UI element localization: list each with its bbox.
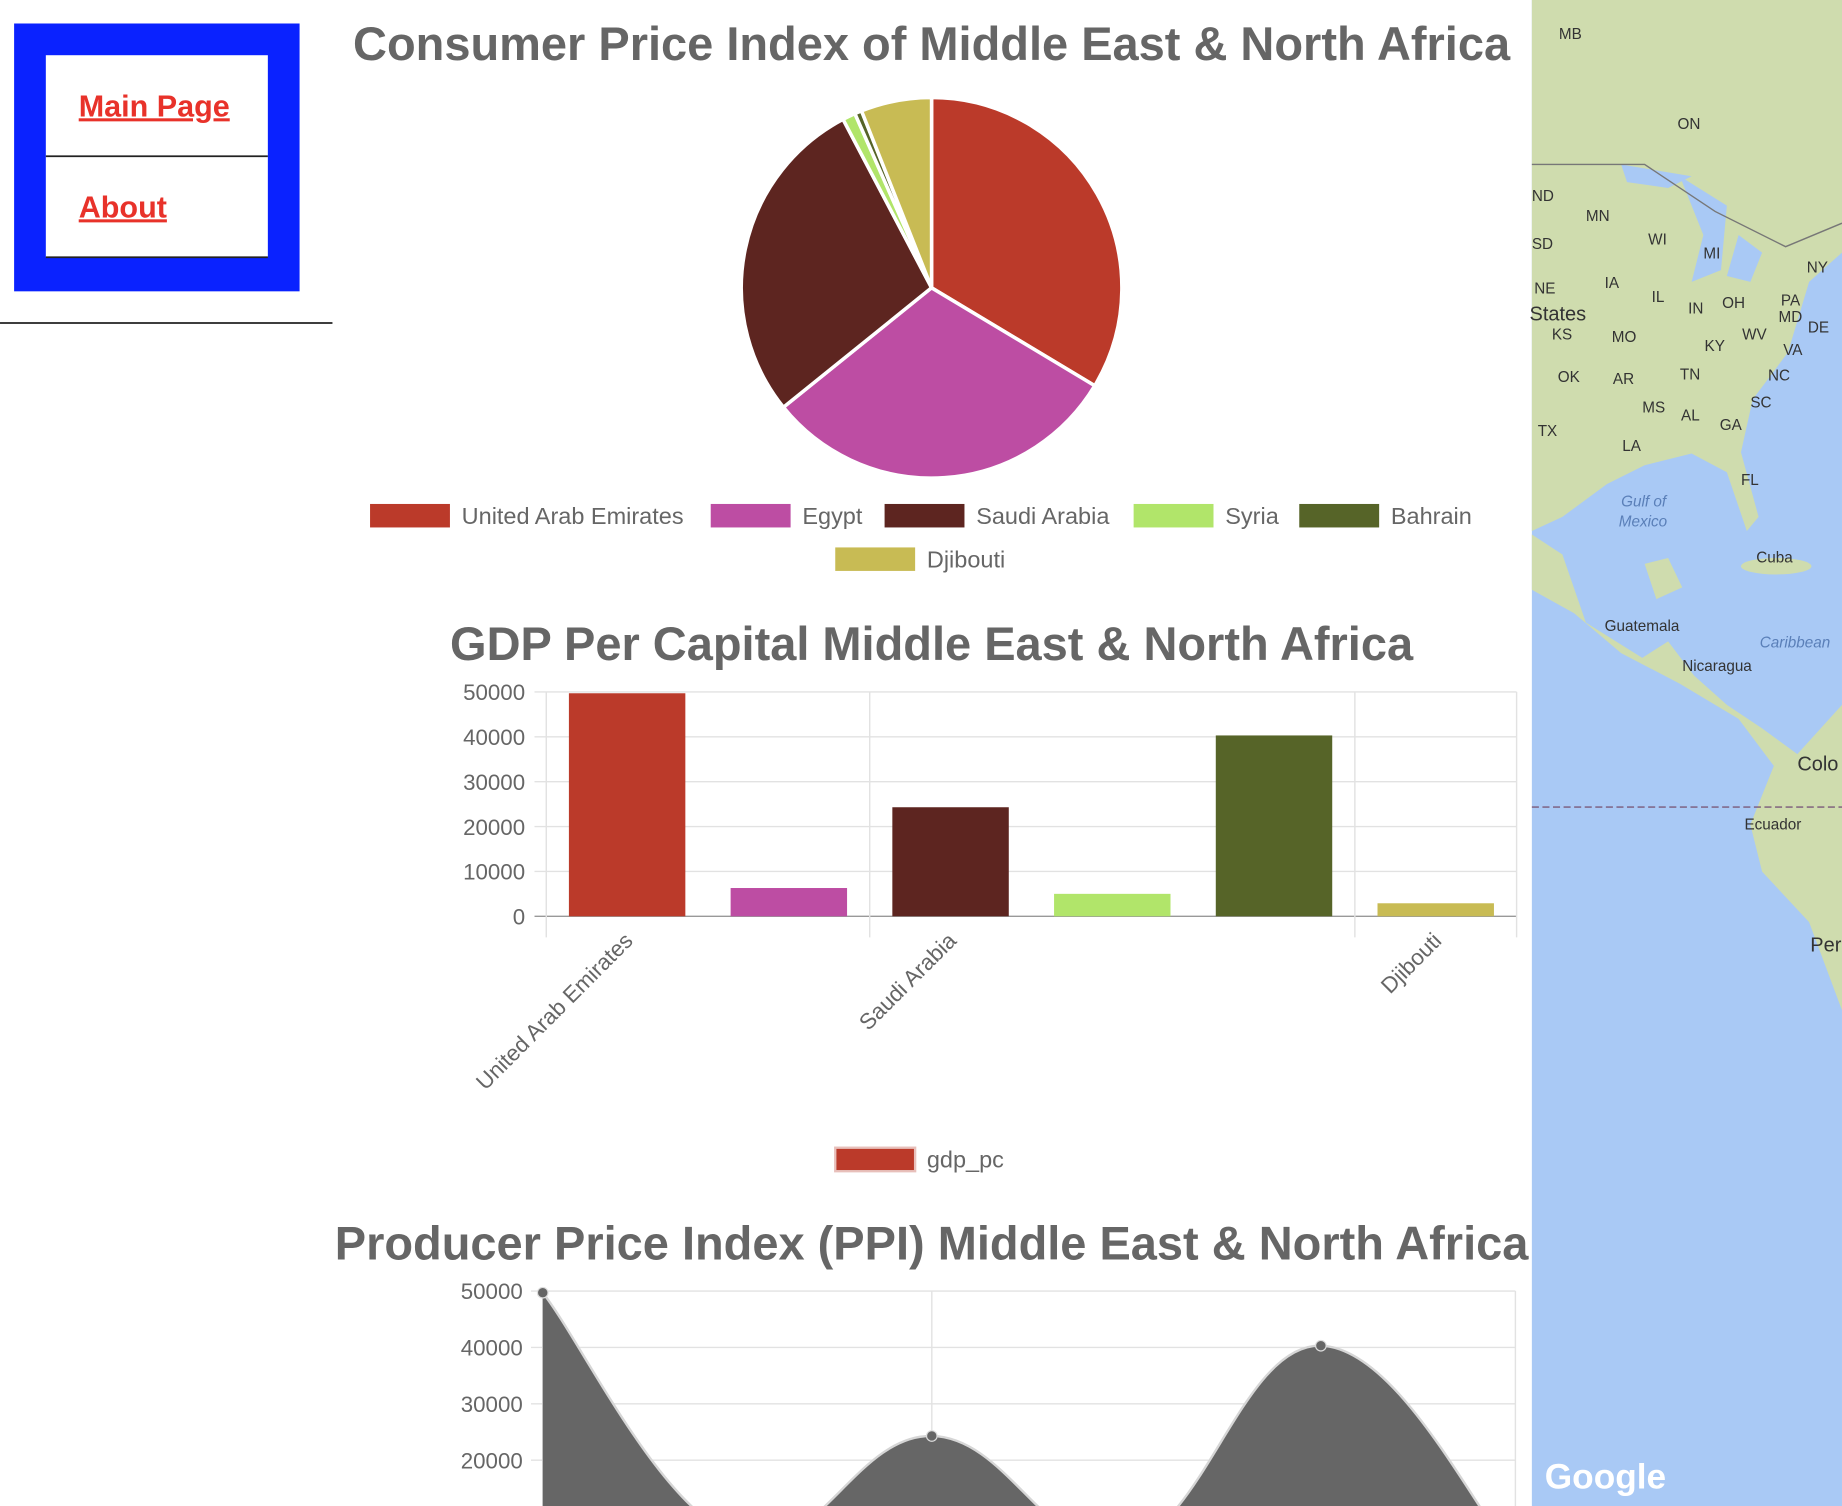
map-land	[1644, 557, 1683, 600]
y-tick-label: 40000	[463, 725, 525, 750]
point	[925, 1430, 938, 1442]
map-label: Colo	[1797, 754, 1838, 776]
map-label: MD	[1779, 309, 1803, 326]
map-label: MI	[1703, 245, 1720, 262]
map-label: MS	[1642, 399, 1665, 416]
y-tick-label: 20000	[461, 1448, 523, 1473]
y-tick-label: 40000	[461, 1336, 523, 1361]
y-tick-label: 50000	[463, 680, 525, 705]
map-label: States	[1530, 304, 1587, 326]
map-label: AL	[1681, 408, 1700, 425]
map-label: PA	[1781, 292, 1801, 309]
map-label: KS	[1552, 326, 1572, 343]
map-label: AR	[1613, 371, 1634, 388]
x-tick-label: Djibouti	[1376, 928, 1446, 998]
legend-swatch	[370, 503, 450, 528]
map-label: OH	[1722, 295, 1745, 312]
map-label: Guatemala	[1605, 618, 1680, 635]
map-label: FL	[1741, 472, 1759, 489]
map-label: IN	[1688, 301, 1703, 318]
chart-title: Producer Price Index (PPI) Middle East &…	[335, 1216, 1529, 1269]
map-label: TX	[1538, 423, 1558, 440]
map-label: Ecuador	[1744, 816, 1801, 833]
legend-swatch	[710, 503, 791, 528]
chart-title: Consumer Price Index of Middle East & No…	[353, 17, 1511, 70]
map-label: SC	[1750, 395, 1771, 412]
legend-swatch	[1299, 503, 1380, 528]
map-label: DE	[1808, 319, 1829, 336]
point	[1315, 1339, 1327, 1352]
bar	[568, 693, 686, 917]
y-tick-label: 20000	[463, 815, 525, 840]
pie-slice	[859, 95, 934, 289]
map-label: MN	[1586, 208, 1610, 225]
map-label: MB	[1559, 26, 1582, 43]
legend-label: gdp_pc	[927, 1147, 1004, 1173]
legend-label: Djibouti	[927, 546, 1005, 572]
legend-swatch	[835, 547, 916, 571]
map-label: LA	[1622, 438, 1641, 455]
map-label: MO	[1612, 329, 1637, 346]
y-tick-label: 30000	[461, 1392, 523, 1417]
legend-label: Saudi Arabia	[976, 503, 1110, 529]
bar	[730, 888, 848, 917]
x-tick-label: United Arab Emirates	[471, 928, 638, 1095]
map-label: GA	[1720, 417, 1743, 434]
map-label: Per	[1810, 935, 1841, 957]
nav-link[interactable]: Main Page	[79, 89, 230, 123]
map-label: Gulf of	[1621, 493, 1668, 510]
map-lake	[1621, 164, 1763, 282]
legend-swatch	[834, 1146, 917, 1173]
pie-slice	[929, 95, 1124, 389]
map-label: WV	[1742, 326, 1767, 343]
legend-swatch	[884, 503, 965, 528]
bar	[892, 807, 1009, 917]
map-land	[1531, 534, 1842, 1011]
bar	[1377, 903, 1494, 917]
map-label: SD	[1532, 236, 1553, 253]
point	[536, 1286, 549, 1299]
map-label: KY	[1705, 338, 1725, 355]
pie-slice	[780, 285, 1098, 480]
map-label: Mexico	[1619, 513, 1667, 530]
map-label: WI	[1648, 231, 1667, 248]
pie-slice	[739, 116, 934, 410]
chart-title: GDP Per Capital Middle East & North Afri…	[450, 617, 1414, 670]
area	[542, 1292, 1480, 1506]
y-tick-label: 30000	[463, 770, 525, 795]
map-label: NC	[1768, 368, 1790, 385]
map-label: IL	[1652, 289, 1665, 306]
map-island	[1740, 557, 1812, 575]
legend-label: Egypt	[802, 503, 863, 529]
line	[541, 1291, 1481, 1506]
map-border	[1531, 163, 1842, 248]
map-label: OK	[1558, 369, 1581, 386]
legend-label: United Arab Emirates	[462, 503, 684, 529]
legend-label: Syria	[1225, 503, 1279, 529]
legend-label: Bahrain	[1391, 503, 1472, 529]
x-tick-label: Saudi Arabia	[854, 928, 962, 1036]
map-label: Caribbean	[1760, 634, 1830, 651]
y-tick-label: 10000	[463, 860, 525, 885]
map-label: NE	[1534, 281, 1555, 298]
bar	[1215, 735, 1333, 917]
map-label: Nicaragua	[1682, 658, 1752, 675]
map-label: ND	[1532, 188, 1554, 205]
bar	[1054, 893, 1171, 917]
y-tick-label: 0	[513, 905, 525, 930]
map-label: NY	[1807, 260, 1828, 277]
map-label: TN	[1680, 366, 1700, 383]
y-tick-label: 50000	[461, 1279, 523, 1304]
legend-swatch	[1133, 503, 1214, 528]
map-label: VA	[1783, 342, 1803, 359]
map-label: ON	[1678, 116, 1701, 133]
nav-link[interactable]: About	[79, 190, 167, 224]
map-label: Cuba	[1756, 550, 1793, 567]
map-label: Google	[1545, 1457, 1666, 1496]
map-label: IA	[1605, 275, 1620, 292]
map-land	[1531, 0, 1842, 531]
